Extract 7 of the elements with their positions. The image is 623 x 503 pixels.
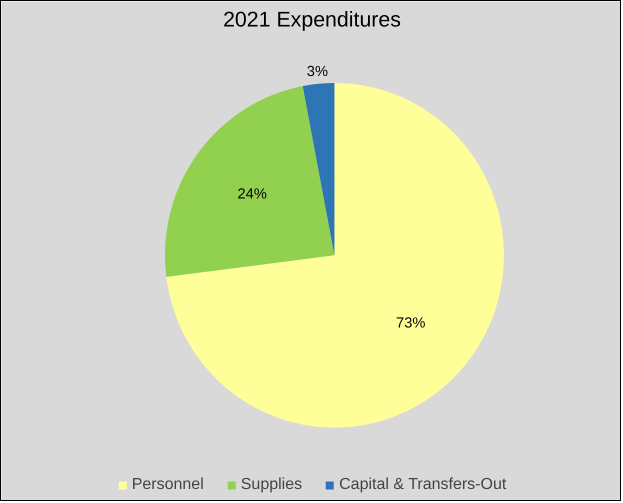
data-label: 73%	[396, 316, 426, 332]
legend-label: Supplies	[240, 476, 302, 494]
legend-label: Personnel	[132, 476, 204, 494]
chart-title: 2021 Expenditures	[223, 8, 401, 32]
legend-label: Capital & Transfers-Out	[339, 476, 506, 494]
data-label: 3%	[306, 64, 328, 80]
data-label: 24%	[238, 186, 267, 203]
